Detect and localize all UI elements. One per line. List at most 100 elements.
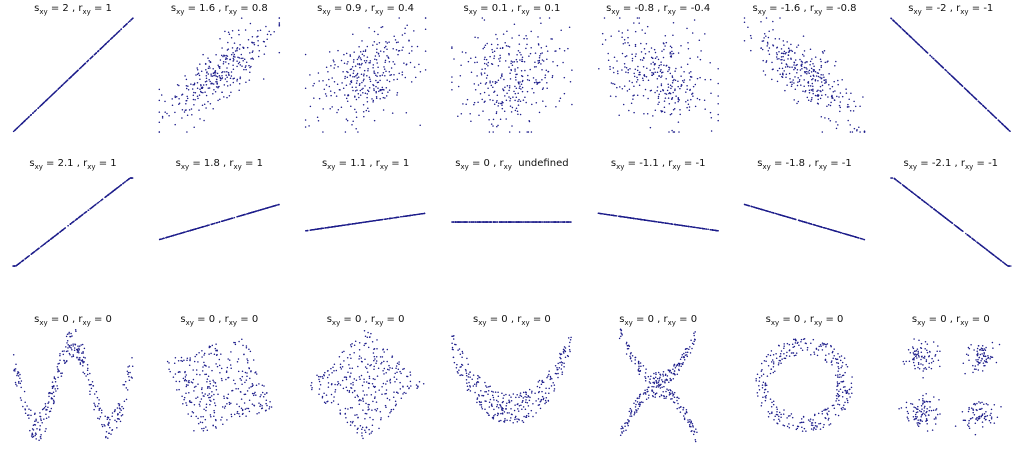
panel: sxy = 2 , rxy = 1 [12,3,134,133]
symbol: s [29,158,34,169]
point [27,255,29,258]
point [158,111,161,113]
point [329,90,332,92]
point [542,87,545,89]
point [354,90,357,92]
point [86,60,89,62]
point [555,106,557,108]
point [84,212,86,214]
point [45,417,48,420]
point [849,131,852,133]
separator: , [493,158,496,169]
point [929,54,931,57]
point [269,206,272,208]
point [363,221,366,223]
point [93,402,95,405]
point [123,400,126,403]
point [185,109,187,111]
point [362,111,365,113]
point [893,177,895,180]
point [110,191,113,194]
point [477,36,479,39]
point [245,65,247,67]
point [854,105,857,108]
point [934,209,936,211]
point [896,180,899,182]
point [796,102,798,105]
point [404,32,406,35]
point [969,92,971,95]
point [502,89,505,91]
point [54,91,56,93]
point [52,391,55,393]
point [331,77,333,79]
point [202,91,204,94]
point [78,359,81,361]
r-value: -1 [988,158,998,169]
point [465,221,467,223]
point [533,92,535,94]
point [631,53,633,55]
symbol: s [752,3,757,14]
point [812,78,814,80]
point [849,110,852,112]
point [776,80,779,83]
point [111,36,114,39]
point [47,240,49,242]
point [513,90,515,93]
point [794,66,796,69]
point [308,125,310,127]
point [643,75,646,77]
point [379,89,381,91]
symbol: s [606,3,611,14]
point [796,72,798,74]
point [224,71,226,73]
point [381,74,384,76]
point [634,43,637,46]
point [633,111,635,114]
equals: = [46,158,54,169]
point [227,71,230,74]
point [820,226,823,228]
point [645,76,648,78]
point [104,415,106,417]
point [221,71,223,74]
point [537,36,539,38]
point [803,79,805,81]
point [90,387,93,390]
point [424,50,427,52]
point [558,100,561,102]
point [647,97,649,100]
point [206,71,208,74]
symbol: r [668,158,673,169]
point [627,36,629,39]
point [14,381,17,384]
point [527,221,529,223]
point [547,221,549,223]
point [568,221,571,223]
point [603,17,606,19]
point [779,73,781,75]
point [758,207,760,210]
point [366,96,368,99]
point [34,110,36,112]
point [189,229,192,232]
point [130,376,133,378]
point [158,121,161,123]
point [238,89,240,92]
point [775,56,778,58]
point [223,55,226,57]
point [216,75,219,78]
point [521,80,524,83]
point [658,64,661,67]
point [215,75,217,77]
point [690,98,692,101]
point [809,85,812,87]
point [340,106,343,109]
point [352,33,354,36]
point [959,83,962,85]
point [663,106,666,109]
equals: = [334,3,342,14]
point [642,79,644,82]
point [824,82,826,84]
